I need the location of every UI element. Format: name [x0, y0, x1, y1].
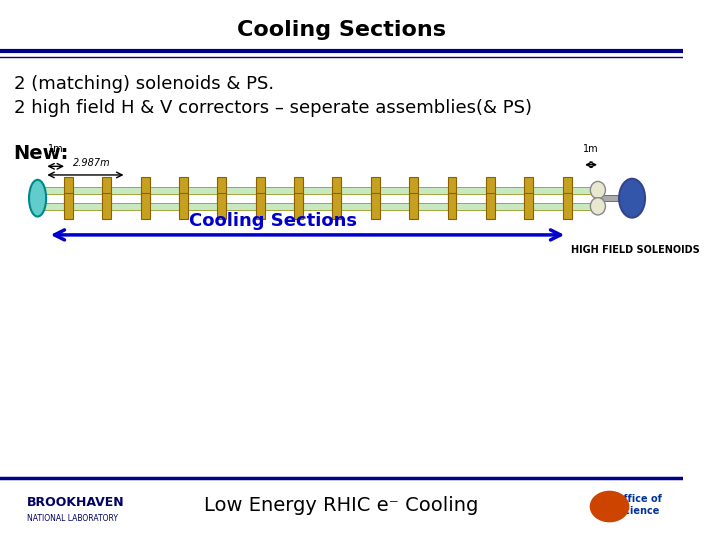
Bar	[409, 177, 418, 203]
Text: 2.987m: 2.987m	[73, 158, 111, 168]
Bar	[486, 193, 495, 219]
Text: 2 (matching) solenoids & PS.: 2 (matching) solenoids & PS.	[14, 75, 274, 93]
Circle shape	[590, 491, 629, 522]
Bar	[486, 177, 495, 203]
Bar	[371, 193, 379, 219]
Ellipse shape	[590, 198, 606, 215]
Text: 1m: 1m	[48, 144, 63, 154]
Bar	[217, 177, 226, 203]
Bar	[448, 193, 456, 219]
Text: Office of
Science: Office of Science	[616, 494, 662, 516]
Bar	[140, 193, 150, 219]
Bar	[333, 193, 341, 219]
Bar	[140, 177, 150, 203]
Bar	[294, 193, 303, 219]
Bar	[102, 177, 111, 203]
Ellipse shape	[29, 180, 46, 217]
Text: HIGH FIELD SOLENOIDS: HIGH FIELD SOLENOIDS	[570, 245, 699, 255]
Text: 2 high field H & V correctors – seperate assemblies(& PS): 2 high field H & V correctors – seperate…	[14, 99, 531, 117]
Bar	[179, 177, 188, 203]
Text: 1m: 1m	[583, 144, 599, 154]
Bar	[371, 177, 379, 203]
Bar	[448, 177, 456, 203]
Text: Cooling Sections: Cooling Sections	[189, 212, 357, 230]
Bar	[294, 177, 303, 203]
Bar	[409, 193, 418, 219]
Text: New:: New:	[14, 144, 69, 164]
Bar	[563, 177, 572, 203]
Text: Low Energy RHIC e⁻ Cooling: Low Energy RHIC e⁻ Cooling	[204, 496, 479, 516]
Bar	[598, 195, 627, 201]
Bar	[41, 186, 595, 193]
Bar	[64, 177, 73, 203]
Text: BROOKHAVEN: BROOKHAVEN	[27, 496, 125, 509]
Bar	[41, 202, 595, 210]
Text: Cooling Sections: Cooling Sections	[237, 19, 446, 40]
Bar	[524, 193, 534, 219]
Bar	[563, 193, 572, 219]
Bar	[333, 177, 341, 203]
Bar	[64, 193, 73, 219]
Bar	[217, 193, 226, 219]
Ellipse shape	[619, 179, 645, 218]
Bar	[102, 193, 111, 219]
Bar	[524, 177, 534, 203]
Bar	[256, 177, 265, 203]
Bar	[179, 193, 188, 219]
Bar	[256, 193, 265, 219]
Ellipse shape	[590, 181, 606, 199]
Text: NATIONAL LABORATORY: NATIONAL LABORATORY	[27, 514, 118, 523]
